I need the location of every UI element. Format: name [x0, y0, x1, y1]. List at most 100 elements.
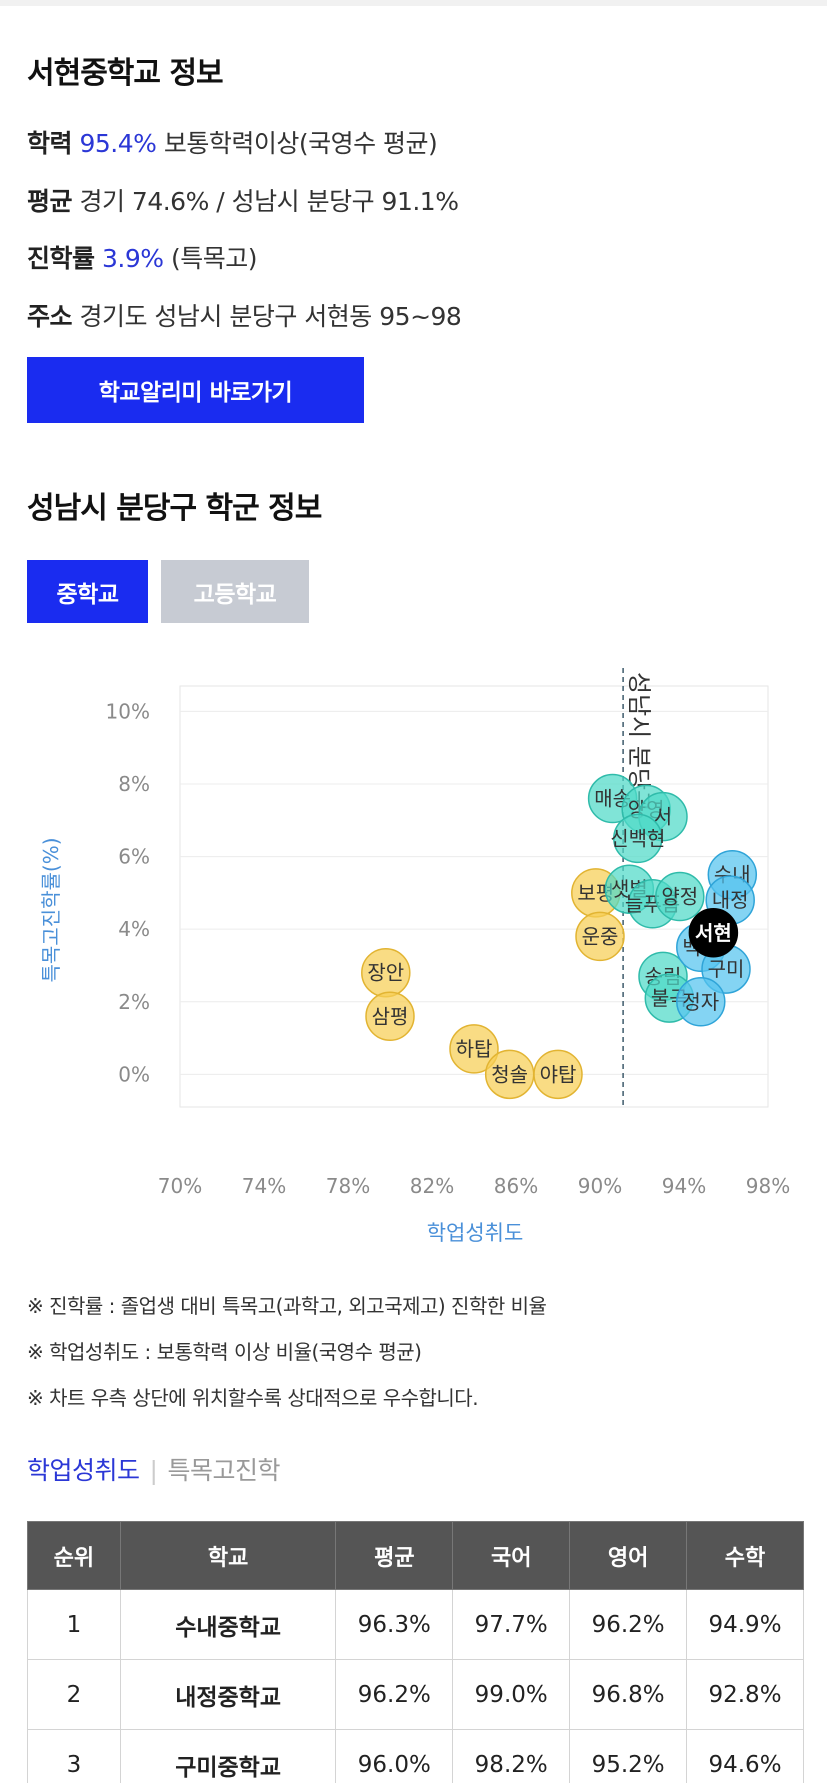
data-point-circle: [688, 908, 739, 958]
ability-value: 95.4%: [79, 129, 157, 158]
ranking-table: 순위 학교 평균 국어 영어 수학 1 수내중학교 96.3% 97.7% 96…: [27, 1521, 804, 1783]
table-row[interactable]: 1 수내중학교 96.3% 97.7% 96.2% 94.9%: [27, 1589, 804, 1660]
y-tick-label: 10%: [106, 699, 150, 723]
data-point-label: 정자: [682, 990, 719, 1014]
y-axis-ticks: 10% 8% 6% 4% 2% 0%: [106, 699, 150, 1086]
info-advance: 진학률 3.9% (특목고): [27, 239, 257, 275]
advance-desc: (특목고): [170, 244, 258, 273]
advance-label: 진학률: [27, 244, 95, 273]
data-point-label: 구미: [708, 957, 745, 981]
school-alimi-button[interactable]: 학교알리미 바로가기: [27, 357, 364, 423]
x-tick-label: 98%: [746, 1174, 790, 1198]
data-point-label: 신백현: [610, 826, 665, 850]
chart-points: 장안삼평하탑청솔야탑보평운중매송양영서신백현샛별늘푸름양정송림불곡수내내정백현구…: [361, 773, 758, 1100]
cell-school: 내정중학교: [119, 1659, 337, 1730]
data-point-circle: [365, 991, 415, 1042]
table-header-row: 순위 학교 평균 국어 영어 수학: [27, 1521, 804, 1590]
cell-math: 94.9%: [686, 1589, 804, 1660]
data-point: 서현: [688, 908, 739, 958]
data-point-label: 서현: [695, 921, 732, 945]
cell-english: 95.2%: [569, 1729, 688, 1783]
x-axis-label: 학업성취도: [427, 1221, 524, 1245]
data-point-label: 삼평: [372, 1004, 409, 1028]
cell-math: 92.8%: [686, 1659, 804, 1730]
info-ability: 학력 95.4% 보통학력이상(국영수 평균): [27, 124, 438, 160]
cell-rank: 3: [27, 1729, 121, 1783]
cell-rank: 2: [27, 1659, 121, 1730]
cell-average: 96.3%: [335, 1589, 454, 1660]
header-math: 수학: [686, 1521, 804, 1590]
cell-english: 96.2%: [569, 1589, 688, 1660]
data-point-circle: [533, 1049, 583, 1100]
ranking-subtabs: 학업성취도 | 특목고진학: [27, 1451, 280, 1487]
advance-value: 3.9%: [101, 244, 164, 273]
subtab-separator: |: [149, 1456, 158, 1485]
data-point-label: 야탑: [540, 1062, 577, 1086]
y-tick-label: 0%: [118, 1062, 150, 1086]
x-tick-label: 86%: [494, 1174, 538, 1198]
cell-school: 구미중학교: [119, 1729, 337, 1783]
header-school: 학교: [119, 1521, 337, 1590]
tab-high-school[interactable]: 고등학교: [161, 560, 309, 623]
data-point-label: 서: [654, 805, 672, 829]
address-desc: 경기도 성남시 분당구 서현동 95~98: [79, 302, 462, 331]
data-point-circle: [449, 1024, 499, 1074]
y-tick-label: 6%: [118, 845, 150, 869]
x-tick-label: 74%: [242, 1174, 286, 1198]
x-tick-label: 82%: [410, 1174, 454, 1198]
data-point: 장안: [361, 947, 411, 998]
info-address: 주소 경기도 성남시 분당구 서현동 95~98: [27, 297, 462, 333]
cell-school: 수내중학교: [119, 1589, 337, 1660]
table-row[interactable]: 3 구미중학교 96.0% 98.2% 95.2% 94.6%: [27, 1729, 804, 1783]
data-point-label: 하탑: [456, 1037, 493, 1061]
cell-korean: 98.2%: [452, 1729, 571, 1783]
data-point: 야탑: [533, 1049, 583, 1100]
data-point-label: 내정: [712, 888, 749, 912]
note-achievement: ※ 학업성취도 : 보통학력 이상 비율(국영수 평균): [27, 1340, 422, 1364]
subtab-achievement[interactable]: 학업성취도: [27, 1456, 140, 1485]
cell-korean: 97.7%: [452, 1589, 571, 1660]
y-tick-label: 2%: [118, 990, 150, 1014]
data-point: 정자: [676, 977, 726, 1027]
header-average: 평균: [335, 1521, 454, 1590]
ability-desc: 보통학력이상(국영수 평균): [163, 129, 438, 158]
note-advance-rate: ※ 진학률 : 졸업생 대비 특목고(과학고, 외고국제고) 진학한 비율: [27, 1294, 547, 1318]
data-point-circle: [676, 977, 726, 1027]
address-label: 주소: [27, 302, 73, 331]
data-point-circle: [655, 871, 705, 922]
x-tick-label: 94%: [662, 1174, 706, 1198]
data-point-label: 운중: [582, 924, 619, 948]
district-title: 성남시 분당구 학군 정보: [27, 491, 322, 526]
note-chart-position: ※ 차트 우측 상단에 위치할수록 상대적으로 우수합니다.: [27, 1386, 479, 1410]
school-info-title: 서현중학교 정보: [27, 56, 224, 91]
y-tick-label: 8%: [118, 772, 150, 796]
cell-average: 96.2%: [335, 1659, 454, 1730]
info-average: 평균 경기 74.6% / 성남시 분당구 91.1%: [27, 182, 459, 218]
scatter-chart: 10%8%6%4%2%0% 70% 74% 78% 82% 86% 90% 94% 98% 성…: [39, 668, 790, 1245]
data-point: 양정: [655, 871, 705, 922]
cell-math: 94.6%: [686, 1729, 804, 1783]
data-point-label: 장안: [367, 961, 404, 985]
average-desc: 경기 74.6% / 성남시 분당구 91.1%: [79, 187, 459, 216]
data-point: 하탑: [449, 1024, 499, 1074]
data-point: 삼평: [365, 991, 415, 1042]
header-english: 영어: [569, 1521, 688, 1590]
y-axis-label: 특목고진학률(%): [39, 837, 63, 982]
tab-middle-school[interactable]: 중학교: [27, 560, 148, 623]
average-label: 평균: [27, 187, 73, 216]
cell-english: 96.8%: [569, 1659, 688, 1730]
data-point-circle: [613, 813, 663, 864]
x-tick-label: 70%: [158, 1174, 202, 1198]
cell-rank: 1: [27, 1589, 121, 1660]
data-point: 신백현: [610, 813, 665, 864]
table-row[interactable]: 2 내정중학교 96.2% 99.0% 96.8% 92.8%: [27, 1659, 804, 1730]
x-axis-ticks: 70% 74% 78% 82% 86% 90% 94% 98%: [158, 1174, 790, 1198]
subtab-special-school[interactable]: 특목고진학: [167, 1456, 280, 1485]
data-point-label: 청솔: [491, 1062, 528, 1086]
cell-average: 96.0%: [335, 1729, 454, 1783]
x-tick-label: 78%: [326, 1174, 370, 1198]
data-point: 운중: [575, 911, 625, 962]
plot-frame: [179, 685, 769, 1108]
header-rank: 순위: [27, 1521, 121, 1590]
data-point: 청솔: [484, 1049, 535, 1100]
